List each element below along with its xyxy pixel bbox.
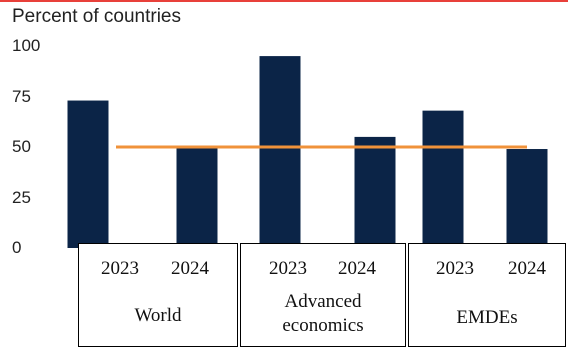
group-label-advanced: Advanced economics: [282, 291, 364, 336]
x-label-world-2024: 2024: [171, 258, 209, 279]
group-label-world: World: [134, 305, 182, 326]
y-tick-0: 0: [12, 238, 22, 257]
unit-label: Percent of countries: [12, 6, 181, 27]
x-label-emdes-2023: 2023: [436, 258, 474, 279]
group-label-emdes: EMDEs: [456, 307, 518, 328]
y-tick-75: 75: [12, 87, 31, 106]
x-label-advanced-2024: 2024: [338, 258, 376, 279]
group-box-emdes: [408, 243, 566, 347]
y-tick-50: 50: [12, 137, 31, 156]
bar-world-2024: [176, 147, 218, 248]
group-box-world: [78, 243, 238, 347]
x-label-emdes-2024: 2024: [508, 258, 546, 279]
bar-emdes-2024: [506, 149, 548, 248]
group-box-advanced: [240, 243, 406, 347]
y-tick-25: 25: [12, 188, 31, 207]
bar-advanced-2023: [259, 56, 301, 248]
bar-advanced-2024: [354, 136, 396, 248]
bar-emdes-2023: [422, 110, 464, 248]
x-label-world-2023: 2023: [101, 258, 139, 279]
bar-world-2023: [67, 100, 109, 248]
top-rule: [0, 0, 568, 2]
x-label-advanced-2023: 2023: [269, 258, 307, 279]
y-tick-100: 100: [12, 36, 41, 55]
